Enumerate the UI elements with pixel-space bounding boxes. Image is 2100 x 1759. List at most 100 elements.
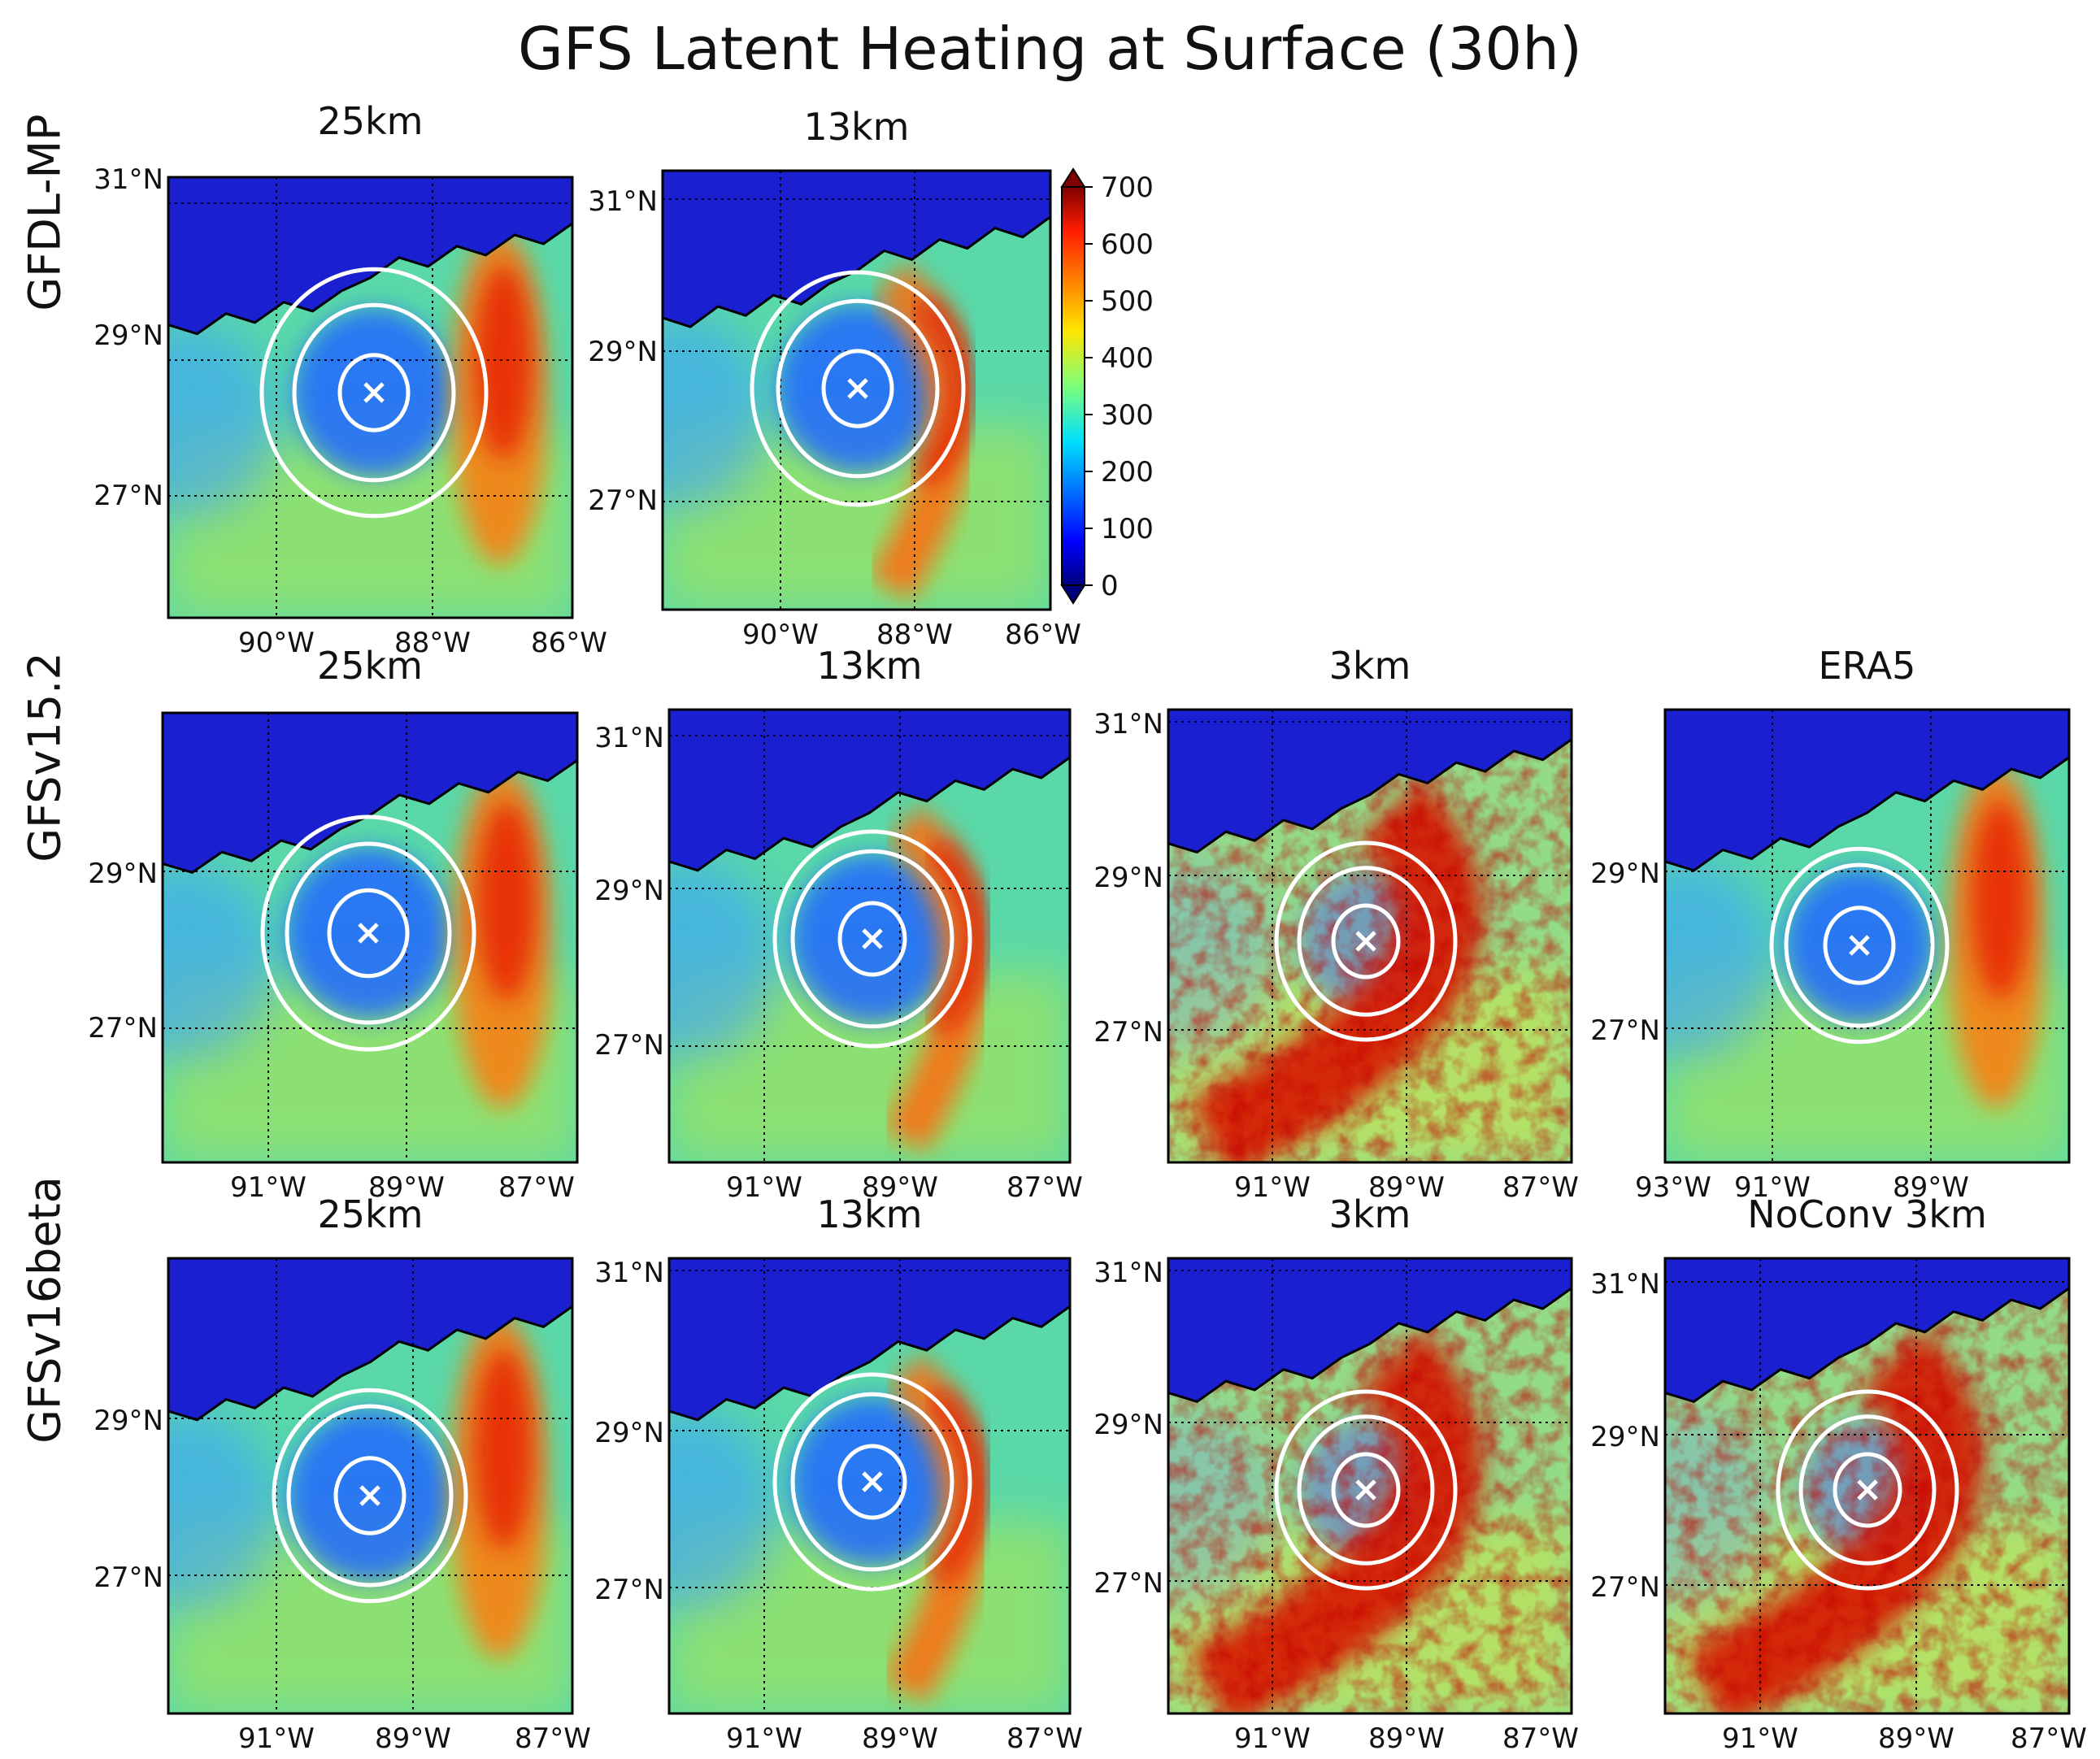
west-low-field xyxy=(168,322,278,517)
high-flux-core xyxy=(1972,800,2029,1000)
lat-tick-label: 27°N xyxy=(1093,1016,1163,1049)
lat-tick-label: 27°N xyxy=(93,1561,163,1594)
panel-frame xyxy=(167,176,574,619)
lat-tick-label: 29°N xyxy=(594,875,664,907)
lon-tick-label: 86°W xyxy=(1005,619,1081,651)
coastline xyxy=(1168,710,1572,854)
land-mass xyxy=(163,713,577,873)
colorbar-scale xyxy=(1061,186,1085,586)
lon-tick-label: 87°W xyxy=(2011,1722,2087,1755)
lat-tick-label: 27°N xyxy=(588,484,658,517)
panel-7: 25km 29°N 27°N 91°W 89°W 87°W xyxy=(93,1192,591,1755)
lon-tick-label: 87°W xyxy=(1502,1171,1579,1204)
distance-ring-2 xyxy=(292,302,456,483)
panel-field xyxy=(1665,1258,2069,1713)
panel-frame xyxy=(667,1257,1072,1715)
distance-ring-2 xyxy=(790,1392,954,1572)
lat-tick-label: 29°N xyxy=(588,336,658,368)
panel-1: 25km 31°N 29°N 27°N 90°W 88°W 86°W xyxy=(93,99,607,659)
panel-title: 25km xyxy=(318,99,424,143)
coastline xyxy=(663,171,1050,328)
lat-tick-label: 31°N xyxy=(93,163,163,196)
high-flux-core xyxy=(475,265,533,459)
panel-field xyxy=(168,177,572,618)
west-low-field xyxy=(1665,858,1775,1058)
lon-tick-label: 89°W xyxy=(368,1171,445,1204)
panel-title: 13km xyxy=(804,105,910,149)
distance-ring-1 xyxy=(821,349,894,428)
panel-field xyxy=(1168,1258,1572,1713)
figure-title: GFS Latent Heating at Surface (30h) xyxy=(518,15,1582,83)
distance-ring-2 xyxy=(776,298,940,479)
distance-ring-1 xyxy=(837,901,907,977)
distance-ring-3 xyxy=(1274,840,1458,1042)
colorbar-tick-label: 300 xyxy=(1101,399,1154,432)
coastline xyxy=(1168,1258,1572,1404)
storm-center-marker xyxy=(862,1471,883,1492)
panel-frame xyxy=(1167,1257,1573,1715)
panel-field xyxy=(669,710,1070,1162)
panel-title: 3km xyxy=(1329,644,1411,688)
distance-ring-3 xyxy=(1274,1389,1458,1591)
lon-tick-label: 90°W xyxy=(238,627,315,659)
distance-ring-1 xyxy=(333,1456,407,1535)
lon-tick-label: 91°W xyxy=(1722,1722,1798,1755)
colorbar-tick-label: 400 xyxy=(1101,342,1154,375)
colorbar-tick-label: 600 xyxy=(1101,228,1154,261)
distance-ring-2 xyxy=(285,841,452,1025)
distance-ring-2 xyxy=(1297,1414,1435,1566)
colorbar: 700 600 500 400 300 200 100 0 xyxy=(1060,167,1154,605)
lat-tick-label: 29°N xyxy=(1093,862,1163,894)
storm-center-marker xyxy=(1355,931,1376,952)
lat-tick-label: 27°N xyxy=(594,1574,664,1606)
panel-title: ERA5 xyxy=(1819,644,1916,688)
panel-frame xyxy=(161,711,579,1164)
lat-tick-label: 31°N xyxy=(1093,708,1163,741)
lon-tick-label: 87°W xyxy=(498,1171,575,1204)
colorbar-tick-label: 100 xyxy=(1101,513,1154,545)
lat-tick-label: 27°N xyxy=(93,480,163,512)
panel-title: 25km xyxy=(317,644,423,688)
lon-tick-label: 87°W xyxy=(1502,1722,1579,1755)
coastline xyxy=(669,710,1070,872)
distance-ring-1 xyxy=(837,1444,907,1520)
lon-tick-label: 88°W xyxy=(394,627,471,659)
lat-tick-label: 29°N xyxy=(1590,1421,1660,1453)
lat-tick-label: 27°N xyxy=(1093,1567,1163,1600)
panel-5: 3km 31°N 29°N 27°N 91°W 89°W 87°W xyxy=(1093,644,1579,1204)
panel-frame xyxy=(1663,1257,2071,1715)
lat-tick-label: 29°N xyxy=(1093,1409,1163,1441)
coastline xyxy=(1665,1258,2069,1404)
lon-tick-label: 90°W xyxy=(742,619,819,651)
distance-ring-2 xyxy=(1784,862,1935,1028)
panel-field xyxy=(1168,710,1572,1162)
coastline xyxy=(1665,710,2069,872)
distance-ring-3 xyxy=(772,829,972,1049)
distance-ring-1 xyxy=(1331,1452,1401,1528)
panel-frame xyxy=(667,708,1072,1164)
lat-tick-label: 27°N xyxy=(1590,1014,1660,1047)
colorbar-tick-label: 0 xyxy=(1101,570,1119,602)
lon-tick-label: 89°W xyxy=(1878,1722,1954,1755)
coastline xyxy=(168,177,572,336)
lon-tick-label: 89°W xyxy=(375,1722,451,1755)
lon-tick-label: 91°W xyxy=(230,1171,307,1204)
panel-title: 25km xyxy=(318,1192,424,1236)
storm-center-marker xyxy=(1857,1479,1878,1501)
colorbar-extend-max xyxy=(1060,167,1086,188)
colorbar-extend-min xyxy=(1060,584,1086,605)
distance-ring-1 xyxy=(337,353,411,432)
panel-8: 13km 31°N 29°N 27°N 91°W 89°W 87°W xyxy=(594,1192,1083,1755)
distance-ring-1 xyxy=(327,888,410,979)
panel-title: NoConv 3km xyxy=(1747,1192,1987,1236)
panel-frame xyxy=(1167,708,1573,1164)
coastline xyxy=(669,1258,1070,1422)
panel-field xyxy=(669,1258,1070,1713)
lat-tick-label: 31°N xyxy=(588,185,658,218)
land-mass xyxy=(669,710,1070,871)
panel-6: ERA5 29°N 27°N 93°W 91°W 89°W xyxy=(1590,644,2071,1204)
panel-2: 13km 31°N 29°N 27°N 90°W 88°W 86°W xyxy=(588,105,1081,651)
west-low-field xyxy=(168,1408,278,1609)
storm-center-marker xyxy=(847,378,868,399)
